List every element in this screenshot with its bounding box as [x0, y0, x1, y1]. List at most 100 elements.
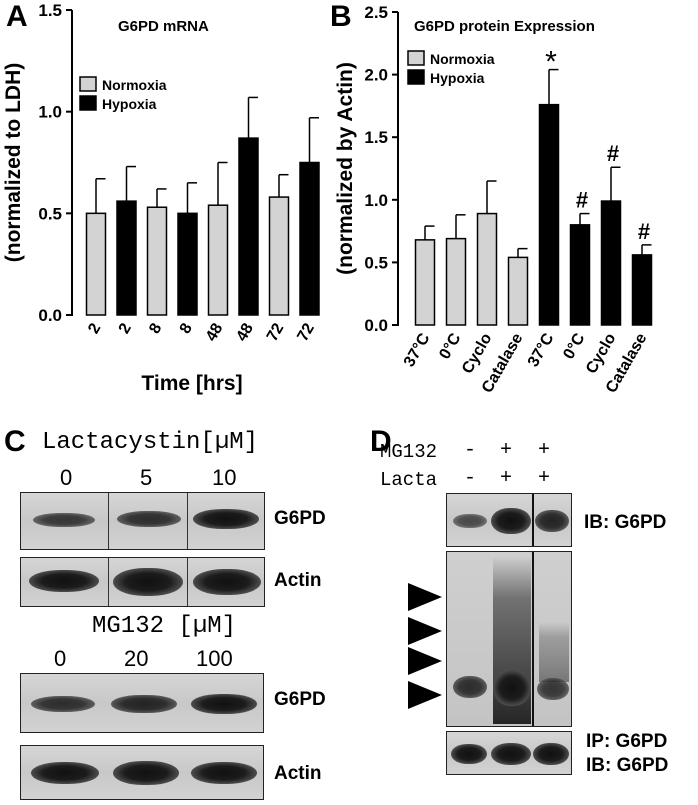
- band: [451, 744, 487, 764]
- bar: [207, 204, 229, 316]
- panel-d-letter: D: [370, 425, 392, 458]
- bar: [299, 161, 320, 316]
- lactacystin-dose-0: 0: [60, 465, 73, 490]
- band: [453, 514, 487, 528]
- ip-label: IP: G6PD: [586, 731, 668, 752]
- bar: [538, 103, 560, 326]
- x-tick-label: 0°C: [560, 330, 588, 362]
- significance-marker: #: [576, 188, 588, 213]
- x-tick-label: 72: [264, 320, 288, 344]
- band: [113, 761, 179, 785]
- band: [31, 696, 95, 712]
- blot-mg132-g6pd: [20, 673, 264, 733]
- mg132-dose-0: 0: [54, 646, 67, 671]
- x-tick-label: 0°C: [436, 330, 464, 362]
- mg132-header: MG132 [µM]: [92, 613, 237, 640]
- panel-a: A 0.0 0.5 1.0 1.5 (normalized to LDH) G6PD mR…: [0, 0, 320, 410]
- y-tick-label: 1.5: [364, 128, 388, 147]
- blot-label-actin-2: Actin: [274, 763, 322, 784]
- bar: [507, 256, 529, 326]
- lactacystin-dose-5: 5: [140, 465, 153, 490]
- band: [113, 568, 183, 596]
- arrowhead-icon: [408, 681, 442, 709]
- bar: [146, 206, 168, 316]
- mg132-dose-20: 20: [124, 646, 149, 671]
- mg132-sign-2: +: [500, 439, 513, 462]
- mg132-row-label: MG132: [380, 441, 438, 463]
- arrowhead-icon: [408, 647, 442, 675]
- x-tick-label: 48: [203, 320, 227, 344]
- blot-label-actin-1: Actin: [274, 570, 322, 591]
- chart-title: G6PD protein Expression: [414, 18, 595, 35]
- bar: [85, 212, 107, 316]
- bar: [600, 200, 622, 326]
- y-tick-label: 0.0: [364, 316, 388, 335]
- mg132-sign-3: +: [538, 439, 551, 462]
- blot-mg132-actin: [20, 745, 264, 800]
- arrowhead-icon: [408, 617, 442, 645]
- mg132-dose-100: 100: [196, 646, 233, 671]
- blot-d-ubiquitin: [446, 551, 572, 727]
- panel-b-letter: B: [330, 0, 352, 33]
- y-tick-label: 2.0: [364, 66, 388, 85]
- significance-marker: *: [545, 46, 557, 79]
- lacta-sign-2: +: [500, 467, 513, 490]
- blot-d-ib-top: [446, 493, 572, 547]
- lacta-row-label: Lacta: [380, 469, 438, 491]
- band: [111, 695, 177, 713]
- arrowheads: [408, 583, 442, 709]
- bar: [177, 212, 198, 316]
- x-tick-label: 8: [146, 320, 165, 336]
- band: [537, 678, 569, 700]
- lacta-sign-3: +: [538, 467, 551, 490]
- panel-d: D MG132 - + + Lacta - + + IB: G6PD IP: G…: [360, 425, 698, 805]
- legend-swatch: [407, 69, 425, 85]
- panel-c-letter: C: [4, 425, 26, 458]
- panel-b: B 0.0 0.5 1.0 1.5 2.0 2.5 (normalized by Actin…: [320, 0, 698, 420]
- bar: [476, 212, 498, 326]
- band: [117, 511, 181, 527]
- blot-lactacystin-actin: [20, 557, 265, 607]
- lacta-sign-1: -: [464, 467, 477, 490]
- significance-marker: #: [638, 219, 650, 244]
- blot-d-ip: [446, 731, 572, 775]
- x-tick-label: 37°C: [401, 330, 434, 370]
- blot-lactacystin-g6pd: [20, 492, 265, 550]
- band: [193, 569, 261, 595]
- x-tick-label: 72: [294, 320, 318, 344]
- y-axis-title: (normalized by Actin): [334, 62, 357, 275]
- bar: [238, 137, 259, 316]
- band: [33, 513, 95, 527]
- band: [533, 743, 569, 765]
- chart-b: 0.0 0.5 1.0 1.5 2.0 2.5 (normalized by Actin) G…: [334, 3, 653, 396]
- band: [491, 508, 531, 534]
- panel-a-letter: A: [6, 0, 28, 33]
- bar: [445, 237, 467, 326]
- x-tick-label: 37°C: [525, 330, 558, 370]
- arrowhead-icon: [408, 583, 442, 611]
- mg132-sign-1: -: [464, 439, 477, 462]
- y-tick-label: 1.5: [38, 1, 62, 20]
- bar: [268, 196, 290, 316]
- band: [31, 762, 99, 784]
- y-tick-label: 0.5: [364, 253, 388, 272]
- band: [191, 694, 257, 714]
- band: [493, 670, 531, 706]
- x-axis-title: Time [hrs]: [141, 372, 242, 395]
- legend-label: Normoxia: [102, 77, 167, 93]
- lactacystin-dose-10: 10: [212, 465, 237, 490]
- legend-swatch: [79, 95, 97, 111]
- chart-title: G6PD mRNA: [118, 18, 209, 35]
- band: [191, 762, 257, 784]
- legend-swatch: [79, 76, 97, 92]
- y-tick-label: 1.0: [38, 103, 62, 122]
- band: [193, 509, 259, 529]
- band: [453, 676, 487, 698]
- y-tick-label: 1.0: [364, 191, 388, 210]
- y-tick-label: 0.0: [38, 306, 62, 325]
- ib-top-label: IB: G6PD: [584, 512, 667, 533]
- legend-label: Hypoxia: [430, 70, 485, 86]
- bar: [116, 200, 137, 316]
- y-axis-title: (normalized to LDH): [2, 63, 25, 263]
- lactacystin-header: Lactacystin[µM]: [42, 429, 259, 456]
